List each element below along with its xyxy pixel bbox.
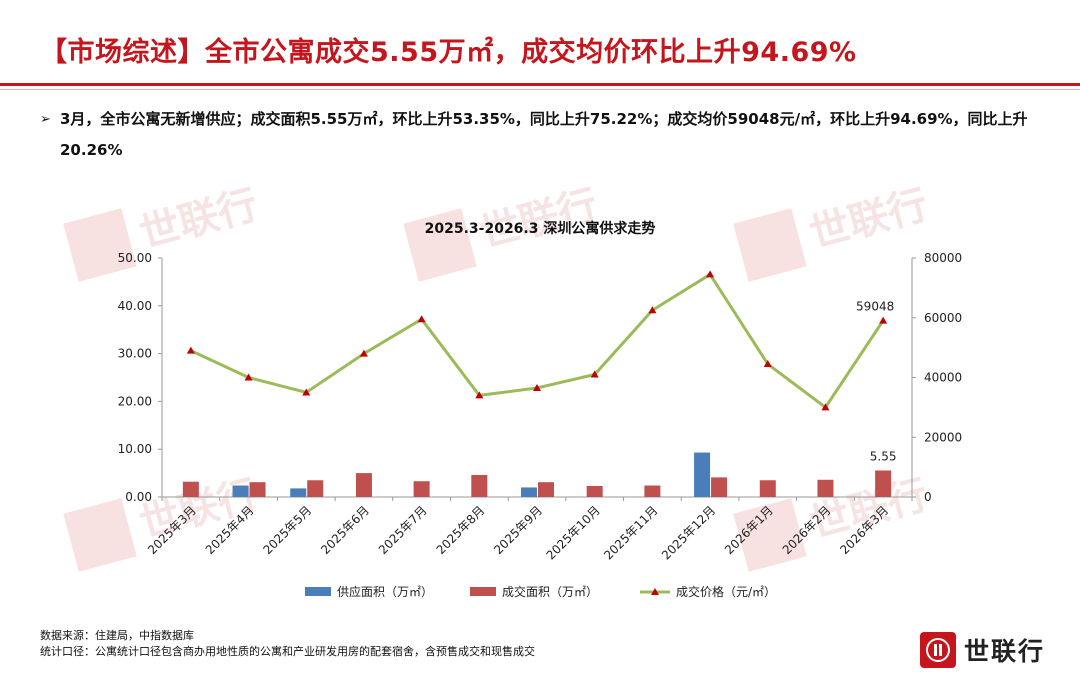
legend-label-supply: 供应面积（万㎡） xyxy=(337,584,433,599)
bar-supply-area xyxy=(694,452,711,497)
bar-transaction-area xyxy=(538,482,554,497)
price-point-marker xyxy=(186,346,195,354)
data-label: 59048 xyxy=(856,300,894,314)
brand-logo: 世联行 xyxy=(920,632,1045,668)
right-tick-label: 0 xyxy=(924,490,932,504)
price-point-marker xyxy=(475,391,484,399)
x-tick-label: 2025年10月 xyxy=(544,503,603,562)
bar-transaction-area xyxy=(586,486,603,497)
left-tick-label: 50.00 xyxy=(118,251,152,265)
page-title: 【市场综述】全市公寓成交5.55万㎡，成交均价环比上升94.69% xyxy=(40,37,857,68)
price-point-marker xyxy=(590,370,599,378)
price-point-marker xyxy=(533,383,541,391)
bar-supply-area xyxy=(232,485,249,497)
watermark-mark xyxy=(63,498,137,572)
bar-transaction-area xyxy=(817,479,834,497)
legend-label-transaction-area: 成交面积（万㎡） xyxy=(502,584,598,599)
price-point-marker xyxy=(417,315,426,323)
left-tick-label: 0.00 xyxy=(125,490,152,504)
chart-title: 2025.3-2026.3 深圳公寓供求走势 xyxy=(424,221,656,237)
watermark-mark xyxy=(63,208,137,282)
price-point-marker xyxy=(648,306,657,314)
bar-transaction-area xyxy=(182,481,199,497)
bar-transaction-area xyxy=(711,477,728,497)
right-tick-label: 40000 xyxy=(924,371,962,385)
statistic-note: 统计口径：公寓统计口径包含商办用地性质的公寓和产业研发用房的配套宿舍，含预售成交… xyxy=(40,645,535,658)
bar-supply-area xyxy=(521,487,537,497)
bar-supply-area xyxy=(290,488,307,497)
x-tick-label: 2025年11月 xyxy=(601,503,660,562)
x-tick-label: 2025年5月 xyxy=(260,503,314,557)
right-tick-label: 60000 xyxy=(924,311,962,325)
left-tick-label: 30.00 xyxy=(118,347,152,361)
bar-transaction-area xyxy=(355,473,372,497)
x-tick-label: 2025年9月 xyxy=(491,503,545,557)
legend-marker-price xyxy=(651,588,659,595)
watermark-mark xyxy=(733,208,807,282)
legend-swatch-transaction-area xyxy=(470,587,496,596)
right-tick-label: 20000 xyxy=(924,430,962,444)
bar-transaction-area xyxy=(413,481,430,497)
summary-text: 3月，全市公寓无新增供应；成交面积5.55万㎡，环比上升53.35%，同比上升7… xyxy=(60,110,1028,159)
bar-transaction-area xyxy=(307,480,324,497)
price-point-marker xyxy=(244,373,253,381)
bar-transaction-area xyxy=(875,470,892,497)
bar-transaction-area xyxy=(759,480,776,497)
title-divider xyxy=(0,83,1080,86)
price-point-marker xyxy=(879,316,888,324)
watermark-mark xyxy=(403,208,477,282)
bar-transaction-area xyxy=(471,475,488,497)
price-point-marker xyxy=(302,388,311,396)
bar-transaction-area xyxy=(249,482,266,497)
data-label: 5.55 xyxy=(870,449,897,463)
price-point-marker xyxy=(763,360,772,368)
right-tick-label: 80000 xyxy=(924,251,962,265)
summary-bullet: ➢ 3月，全市公寓无新增供应；成交面积5.55万㎡，环比上升53.35%，同比上… xyxy=(40,104,1050,166)
x-tick-label: 2025年7月 xyxy=(376,503,430,557)
x-tick-label: 2025年8月 xyxy=(434,503,488,557)
bar-transaction-area xyxy=(644,485,661,497)
data-source: 数据来源：住建局，中指数据库 xyxy=(40,629,194,642)
shilian-logo-icon xyxy=(920,632,956,668)
watermark-mark xyxy=(733,498,807,572)
left-tick-label: 20.00 xyxy=(118,394,152,408)
x-tick-label: 2025年12月 xyxy=(659,503,718,562)
logo-text: 世联行 xyxy=(964,637,1046,666)
price-point-marker xyxy=(706,270,715,278)
x-tick-label: 2025年6月 xyxy=(318,503,372,557)
price-point-marker xyxy=(821,403,830,411)
price-point-marker xyxy=(359,349,368,357)
arrow-right-icon: ➢ xyxy=(40,112,51,127)
legend-label-price: 成交价格（元/㎡） xyxy=(676,584,776,599)
left-tick-label: 10.00 xyxy=(118,442,152,456)
title-divider-thin xyxy=(0,89,1080,90)
left-tick-label: 40.00 xyxy=(118,299,152,313)
legend-swatch-supply xyxy=(305,587,331,596)
